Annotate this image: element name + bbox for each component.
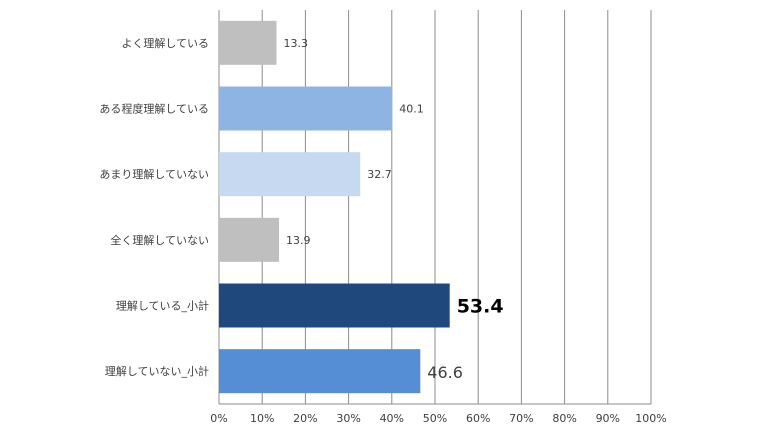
x-tick-label: 60% bbox=[466, 412, 490, 425]
x-tick-label: 90% bbox=[596, 412, 620, 425]
bar bbox=[219, 349, 421, 394]
bar bbox=[219, 283, 450, 328]
axis-layer: 0% 10% 20% 30% 40% 50% 60% 70% 80% 90% 100% bbox=[210, 403, 667, 425]
bar-layer bbox=[219, 20, 450, 394]
x-tick-label: 20% bbox=[293, 412, 317, 425]
value-label: 13.3 bbox=[283, 37, 308, 50]
bar bbox=[219, 217, 280, 262]
category-label: 理解していない_小計 bbox=[105, 364, 209, 378]
bar bbox=[219, 152, 361, 197]
category-label: あまり理解していない bbox=[99, 167, 209, 181]
x-tick-label: 70% bbox=[509, 412, 533, 425]
value-label: 40.1 bbox=[399, 103, 424, 116]
value-label: 13.9 bbox=[286, 234, 311, 247]
category-label: ある程度理解している bbox=[99, 102, 209, 116]
category-label: 全く理解していない bbox=[110, 233, 209, 247]
x-tick-label: 40% bbox=[380, 412, 404, 425]
label-layer: よく理解している 13.3 ある程度理解している 40.1 あまり理解していない 32.7… bbox=[99, 36, 503, 382]
x-tick-label: 10% bbox=[250, 412, 274, 425]
category-label: よく理解している bbox=[121, 36, 209, 50]
grid-layer bbox=[218, 10, 652, 404]
x-tick-label: 0% bbox=[210, 412, 227, 425]
value-label: 53.4 bbox=[457, 296, 504, 318]
value-label: 46.6 bbox=[427, 363, 463, 382]
x-tick-label: 50% bbox=[423, 412, 447, 425]
bar bbox=[219, 20, 277, 65]
x-tick-label: 30% bbox=[336, 412, 360, 425]
value-label: 32.7 bbox=[367, 168, 392, 181]
x-tick-label: 100% bbox=[635, 412, 666, 425]
x-tick-label: 80% bbox=[552, 412, 576, 425]
category-label: 理解している_小計 bbox=[116, 299, 209, 313]
bar bbox=[219, 86, 393, 131]
